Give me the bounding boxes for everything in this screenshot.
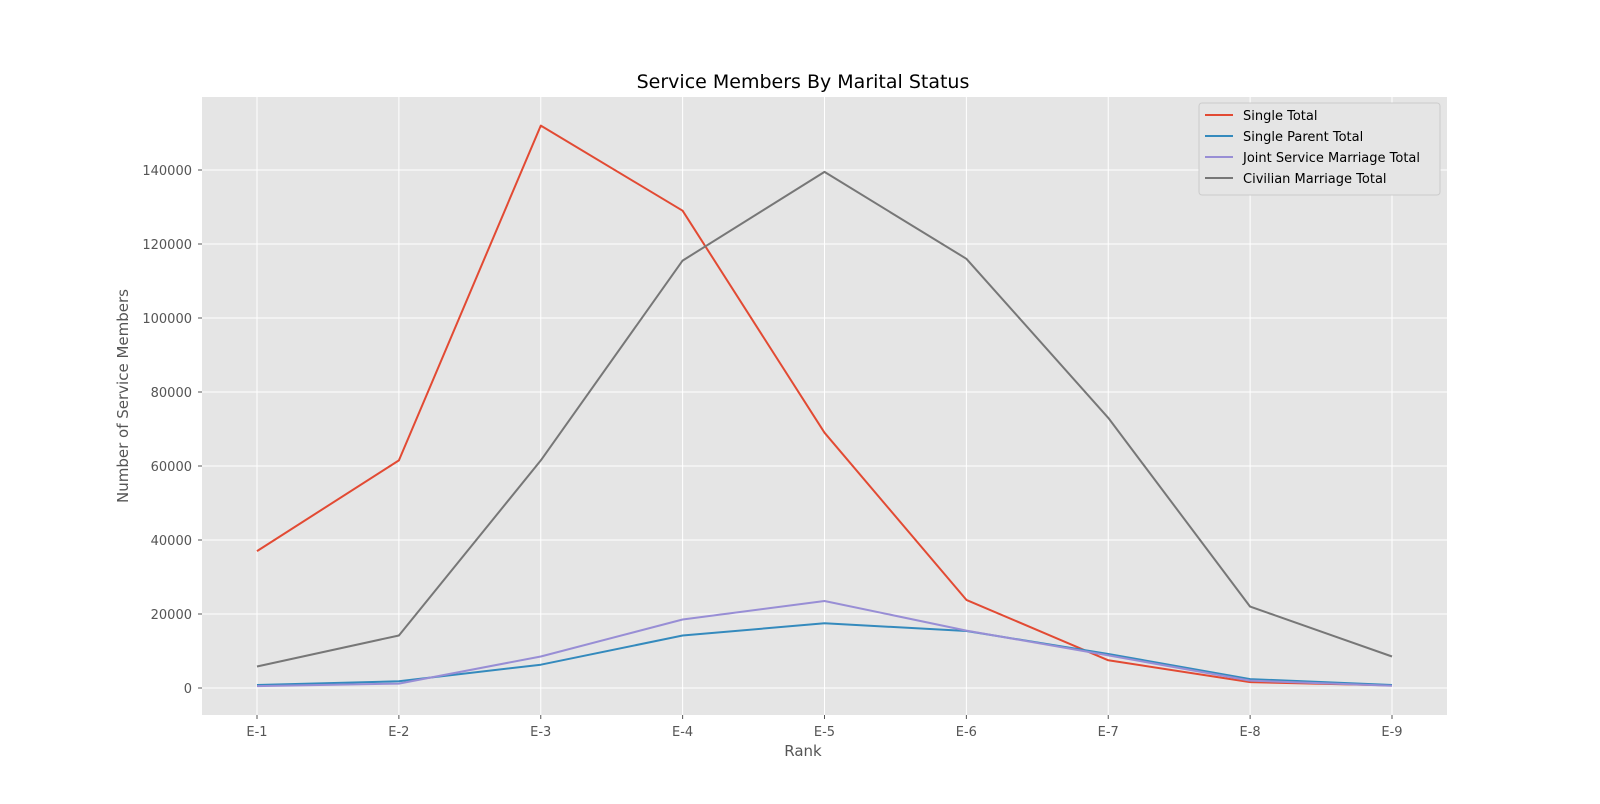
legend-label: Single Parent Total — [1243, 130, 1363, 145]
x-tick-label: E-3 — [530, 725, 551, 740]
series-lines — [256, 124, 1393, 688]
x-tick-label: E-4 — [672, 725, 693, 740]
y-tick-label: 120000 — [142, 238, 192, 253]
x-tick-label: E-6 — [956, 725, 977, 740]
series-line-single-total — [256, 124, 1393, 687]
x-tick-label: E-9 — [1381, 725, 1402, 740]
legend-box — [1198, 102, 1441, 196]
x-tick-label: E-8 — [1240, 725, 1261, 740]
x-tick-label: E-7 — [1098, 725, 1119, 740]
y-tick-label: 140000 — [142, 164, 192, 179]
y-axis-ticks: 0 20000 40000 60000 80000 100000 120000 140000 — [142, 164, 202, 697]
gridlines — [202, 97, 1447, 715]
x-axis-label: Rank — [784, 742, 822, 760]
y-tick-label: 100000 — [142, 312, 192, 327]
x-tick-label: E-1 — [246, 725, 267, 740]
legend: Single Total Single Parent Total Joint Ser… — [1198, 102, 1441, 196]
series-line-joint-service-marriage-total — [256, 600, 1393, 688]
chart-title: Service Members By Marital Status — [637, 71, 970, 93]
legend-label: Joint Service Marriage Total — [1242, 151, 1420, 166]
series-line-civilian-marriage-total — [256, 170, 1393, 668]
y-tick-label: 40000 — [151, 534, 192, 549]
x-tick-label: E-5 — [814, 725, 835, 740]
y-tick-label: 0 — [184, 682, 192, 697]
y-tick-label: 20000 — [151, 608, 192, 623]
legend-label: Civilian Marriage Total — [1243, 172, 1387, 187]
legend-label: Single Total — [1243, 109, 1317, 124]
y-tick-label: 80000 — [151, 386, 192, 401]
x-tick-label: E-2 — [388, 725, 409, 740]
y-axis-label: Number of Service Members — [114, 289, 132, 503]
y-tick-label: 60000 — [151, 460, 192, 475]
x-axis-ticks: E-1 E-2 E-3 E-4 E-5 E-6 E-7 E-8 E-9 — [246, 715, 1403, 740]
series-line-single-parent-total — [256, 622, 1393, 686]
